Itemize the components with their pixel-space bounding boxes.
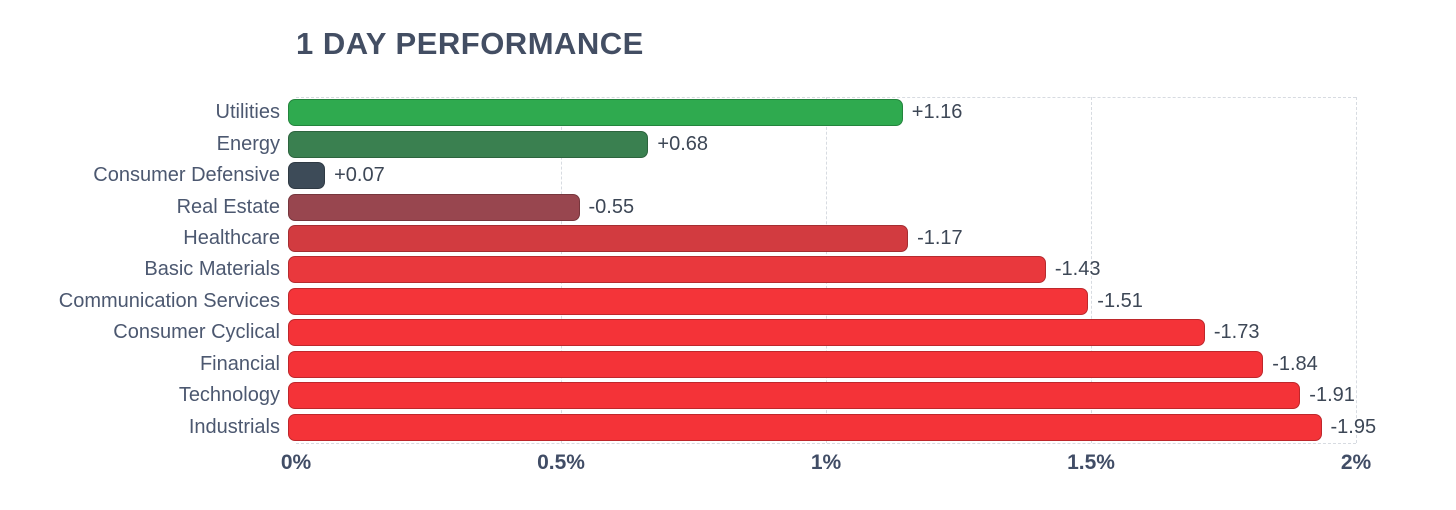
bar xyxy=(288,350,1264,378)
x-tick-label: 1% xyxy=(810,451,842,474)
bar-row: Technology -1.91 xyxy=(0,380,1456,411)
bar-row: Consumer Cyclical -1.73 xyxy=(0,317,1456,348)
bar xyxy=(288,382,1301,410)
value-label: -1.91 xyxy=(1309,384,1355,407)
bar-row: Industrials -1.95 xyxy=(0,412,1456,443)
category-label: Industrials xyxy=(188,415,280,438)
bar-row: Basic Materials -1.43 xyxy=(0,254,1456,285)
bar-row: Financial -1.84 xyxy=(0,349,1456,380)
bar xyxy=(288,319,1205,347)
category-label: Basic Materials xyxy=(144,258,280,281)
plot-border xyxy=(296,443,1356,444)
category-label: Real Estate xyxy=(176,195,280,218)
value-label: -1.84 xyxy=(1272,352,1318,375)
value-label: -1.51 xyxy=(1097,289,1143,312)
category-label: Financial xyxy=(199,352,280,375)
value-label: -1.17 xyxy=(917,227,963,250)
category-label: Utilities xyxy=(215,101,280,124)
bar xyxy=(288,413,1322,441)
value-label: +1.16 xyxy=(911,101,963,124)
x-tick-label: 2% xyxy=(1340,451,1372,474)
bar-row: Real Estate -0.55 xyxy=(0,191,1456,222)
bar xyxy=(288,287,1089,315)
x-tick-label: 1.5% xyxy=(1067,451,1115,474)
bar xyxy=(288,162,326,190)
x-tick-label: 0% xyxy=(280,451,312,474)
bar xyxy=(288,225,909,253)
bar-rows: Utilities +1.16 Energy +0.68 Consumer De… xyxy=(0,97,1456,443)
category-label: Consumer Defensive xyxy=(93,164,280,187)
bar-row: Healthcare -1.17 xyxy=(0,223,1456,254)
value-label: -0.55 xyxy=(588,195,635,218)
value-label: +0.68 xyxy=(657,132,708,155)
bar xyxy=(288,193,580,221)
category-label: Healthcare xyxy=(183,227,280,250)
x-tick-label: 0.5% xyxy=(537,451,585,474)
chart-title: 1 DAY PERFORMANCE xyxy=(296,26,644,61)
bar-row: Utilities +1.16 xyxy=(0,97,1456,128)
category-label: Energy xyxy=(216,132,280,155)
category-label: Communication Services xyxy=(58,289,280,312)
category-label: Technology xyxy=(178,384,280,407)
bar xyxy=(288,130,649,158)
value-label: -1.43 xyxy=(1054,258,1101,281)
bar xyxy=(288,99,903,127)
bar-row: Communication Services -1.51 xyxy=(0,286,1456,317)
value-label: -1.95 xyxy=(1330,415,1377,438)
value-label: -1.73 xyxy=(1213,321,1260,344)
bar xyxy=(288,256,1046,284)
bar-row: Energy +0.68 xyxy=(0,128,1456,159)
value-label: +0.07 xyxy=(334,164,385,187)
bar-row: Consumer Defensive +0.07 xyxy=(0,160,1456,191)
category-label: Consumer Cyclical xyxy=(113,321,280,344)
